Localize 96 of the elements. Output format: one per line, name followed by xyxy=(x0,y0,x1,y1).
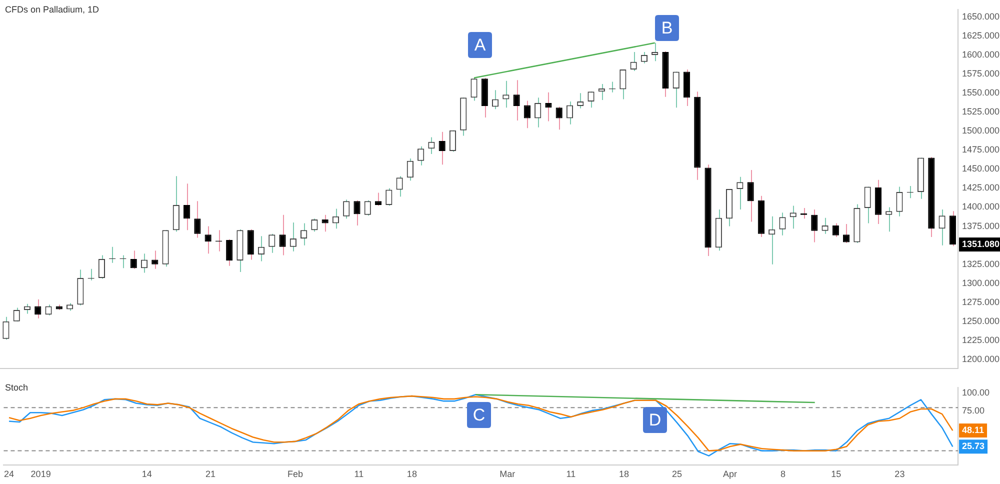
y-tick-label: 1575.000 xyxy=(962,68,1000,79)
x-tick-label: Apr xyxy=(723,469,738,480)
candlestick xyxy=(386,188,392,206)
annotation: A xyxy=(474,36,486,55)
candlestick xyxy=(247,228,254,260)
y-tick-label: 1250.000 xyxy=(962,316,1000,326)
y-tick-label: 1600.000 xyxy=(962,50,1000,60)
candlestick xyxy=(406,158,414,182)
candlestick xyxy=(2,316,10,340)
y-tick-label: 1625.000 xyxy=(962,30,1000,41)
data-label: 48.11 xyxy=(962,425,984,436)
candlestick xyxy=(577,92,584,109)
candlestick xyxy=(864,186,871,224)
y-tick-label: 1200.000 xyxy=(962,354,1000,364)
x-tick-label: 18 xyxy=(618,469,630,480)
candlestick xyxy=(566,100,574,125)
candlestick xyxy=(438,131,446,166)
y-tick-label: 1500.000 xyxy=(962,126,1000,136)
x-tick-label: 24 xyxy=(4,469,14,480)
y-tick-label: 1550.000 xyxy=(962,88,1000,98)
candlestick xyxy=(354,200,360,226)
annotation: 1351.080 xyxy=(962,238,1000,249)
candlestick xyxy=(938,209,946,246)
candlestick xyxy=(556,106,562,130)
candlestick xyxy=(822,217,828,234)
candlestick xyxy=(449,130,456,152)
y-tick-label: 100.00 xyxy=(962,388,990,398)
y-tick-label: 1450.000 xyxy=(962,164,1000,174)
candlestick xyxy=(343,199,350,220)
x-tick-label: Mar xyxy=(500,469,516,480)
candlestick xyxy=(683,69,690,107)
candlestick xyxy=(843,224,850,244)
candlestick xyxy=(811,209,818,243)
candlestick xyxy=(172,176,180,232)
x-tick-label: 21 xyxy=(205,469,216,480)
y-tick-label: 1325.000 xyxy=(962,258,1000,269)
candlestick xyxy=(418,146,424,166)
candlestick xyxy=(268,233,276,254)
candlestick xyxy=(598,83,605,100)
y-tick-label: 1475.000 xyxy=(962,144,1000,155)
x-tick-label: 15 xyxy=(831,469,842,480)
candlestick xyxy=(184,183,190,231)
annotation: B xyxy=(661,18,673,38)
x-tick-label: 11 xyxy=(354,469,364,480)
candlestick xyxy=(24,303,31,314)
candlestick xyxy=(34,298,42,319)
y-tick-label: 1275.000 xyxy=(962,296,1000,307)
y-tick-label: 1425.000 xyxy=(962,182,1000,193)
candlestick xyxy=(279,214,286,256)
x-tick-label: 23 xyxy=(894,469,905,480)
candlestick xyxy=(332,208,340,230)
annotation: D xyxy=(648,410,662,430)
y-tick-label: 75.00 xyxy=(962,406,985,416)
x-tick-label: 8 xyxy=(780,469,786,480)
candlestick xyxy=(204,226,212,254)
candlestick xyxy=(545,92,552,122)
candlestick xyxy=(534,97,542,128)
candlestick xyxy=(470,77,478,102)
chart-title: CFDs on Palladium, 1D xyxy=(5,4,100,14)
annotation: C xyxy=(472,406,486,425)
candlestick xyxy=(620,69,626,100)
candlestick xyxy=(779,212,786,236)
candlestick xyxy=(747,169,754,222)
candlestick xyxy=(790,205,796,230)
x-tick-label: 25 xyxy=(672,469,682,480)
candlestick xyxy=(886,206,892,232)
candlestick xyxy=(226,238,233,266)
y-tick-label: 1400.000 xyxy=(962,202,1000,212)
y-tick-label: 1225.000 xyxy=(962,334,1000,345)
x-tick-label: Feb xyxy=(288,469,304,480)
chart-title: Stoch xyxy=(5,382,28,392)
x-tick-label: 18 xyxy=(406,469,417,480)
candlestick xyxy=(374,192,382,206)
y-tick-label: 1650.000 xyxy=(962,11,1000,22)
candlestick xyxy=(428,136,435,154)
candlestick xyxy=(396,176,403,198)
y-tick-label: 1375.000 xyxy=(962,220,1000,231)
candlestick xyxy=(152,250,158,270)
x-tick-label: 2019 xyxy=(30,469,51,480)
candlestick xyxy=(513,80,520,122)
candlestick xyxy=(13,307,20,322)
y-tick-label: 1300.000 xyxy=(962,278,1000,288)
candlestick xyxy=(502,80,510,108)
data-label: 25.73 xyxy=(962,441,985,452)
candlestick xyxy=(524,100,530,129)
x-tick-label: 11 xyxy=(566,469,576,480)
candlestick xyxy=(652,42,658,62)
candlestick xyxy=(194,200,201,238)
x-tick-label: 14 xyxy=(142,469,152,480)
y-tick-label: 1525.000 xyxy=(962,106,1000,117)
candlestick xyxy=(98,254,105,280)
candlestick xyxy=(896,186,903,217)
candlestick xyxy=(364,200,371,216)
candlestick xyxy=(130,250,137,270)
candlestick xyxy=(736,176,744,210)
candlestick xyxy=(672,71,680,108)
